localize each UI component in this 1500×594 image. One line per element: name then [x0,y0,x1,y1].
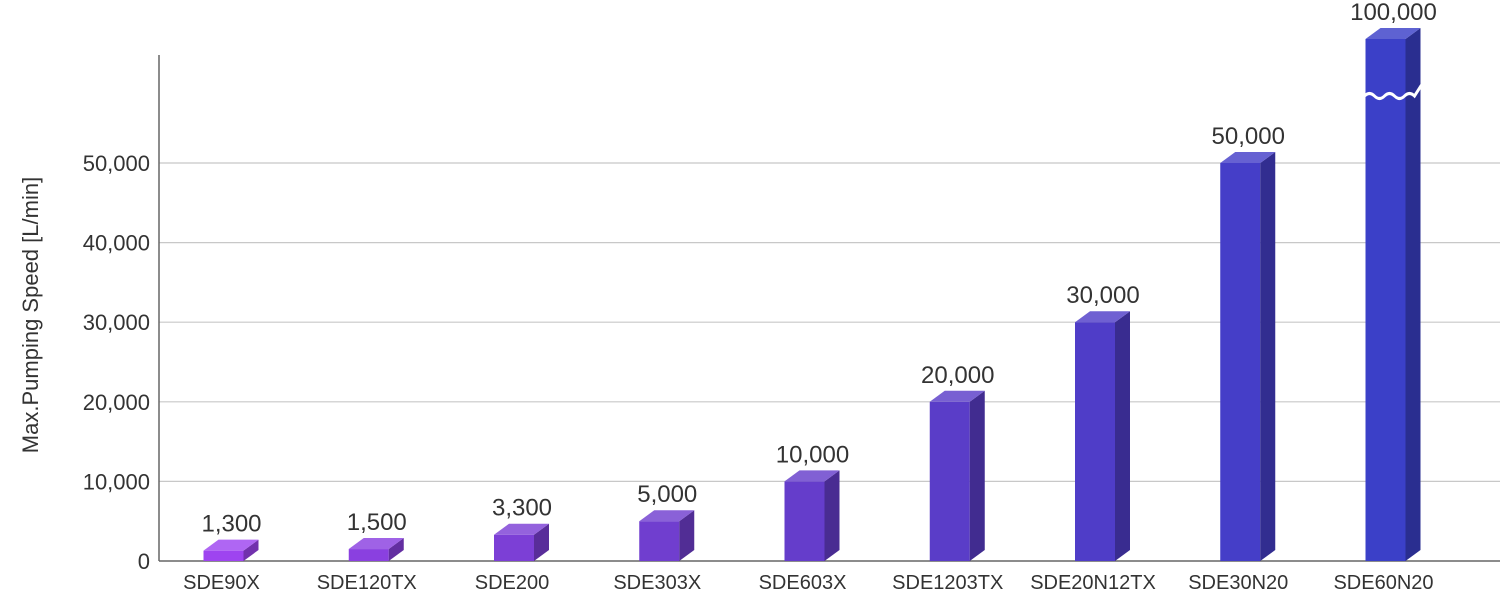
x-tick-label: SDE20N12TX [1030,572,1156,594]
bar-top [1075,311,1130,323]
bar-side [969,390,985,561]
bar [784,470,840,561]
x-tick-label: SDE603X [759,572,847,594]
bar-front [1365,39,1406,561]
y-tick-label: 40,000 [83,231,150,256]
y-tick-label: 30,000 [83,310,150,335]
bar [348,538,404,561]
bar [494,523,549,561]
bar-top [494,523,549,535]
y-tick-label: 50,000 [83,151,150,176]
y-axis-label: Max.Pumping Speed [L/min] [18,177,43,453]
bar-side [1260,152,1276,561]
x-tick-label: SDE303X [613,572,701,594]
data-label: 20,000 [921,362,994,389]
bar-top [1365,28,1421,39]
bar-top [203,539,259,551]
data-label: 10,000 [776,441,849,468]
x-tick-label: SDE1203TX [892,572,1003,594]
bar [1363,28,1423,561]
bar [1220,152,1276,561]
data-label: 100,000 [1350,0,1437,26]
x-tick-label: SDE30N20 [1188,572,1288,594]
data-label: 30,000 [1066,282,1139,309]
x-axis-ticks: SDE90X SDE120TX SDE200 SDE303X SDE603X SDE120… [183,572,1433,594]
bar [639,510,695,561]
bar [929,390,985,561]
bar-front [784,481,825,561]
bar [203,539,259,561]
bar-side [679,510,695,561]
bar-front [203,550,244,561]
x-tick-label: SDE120TX [317,572,417,594]
bar-front [348,549,389,561]
y-tick-label: 0 [138,549,150,574]
bar-top [639,510,695,522]
y-tick-label: 20,000 [83,390,150,415]
bar-side [388,538,404,561]
data-label: 50,000 [1212,123,1285,150]
bar-side [243,539,259,561]
bar-front [929,401,970,561]
bar [1075,311,1130,561]
bar-front [494,534,534,561]
data-label: 3,300 [492,495,552,522]
y-axis-ticks: 0 10,000 20,000 30,000 40,000 50,000 [83,151,150,574]
data-label: 1,500 [347,509,407,536]
bar-side [824,470,840,561]
bars [203,28,1423,561]
bar-side [534,523,549,561]
data-label: 5,000 [637,481,697,508]
x-tick-label: SDE90X [183,572,260,594]
bar-front [1075,322,1115,561]
bar-side [1115,311,1130,561]
data-labels: 1,300 1,500 3,300 5,000 10,000 20,000 30,000 50… [201,0,1436,538]
x-tick-label: SDE60N20 [1333,572,1433,594]
bar-front [639,521,680,561]
bar-top [348,538,404,550]
grid-lines [159,162,1500,482]
bar-side [1405,28,1421,561]
bar-top [929,390,985,402]
axis-break-mark [1363,84,1423,100]
bar-top [1220,152,1276,163]
y-tick-label: 10,000 [83,469,150,494]
bar-top [784,470,840,482]
data-label: 1,300 [201,511,261,538]
x-tick-label: SDE200 [475,572,550,594]
bar-front [1220,163,1261,561]
